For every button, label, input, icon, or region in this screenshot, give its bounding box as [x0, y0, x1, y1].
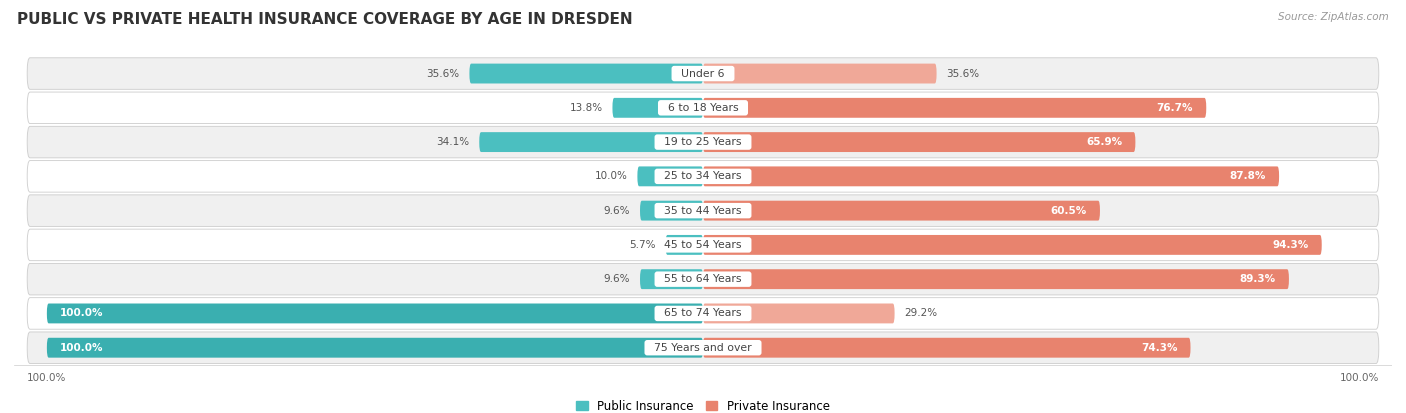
Text: 74.3%: 74.3%	[1140, 343, 1177, 353]
FancyBboxPatch shape	[479, 132, 703, 152]
Text: 89.3%: 89.3%	[1240, 274, 1275, 284]
FancyBboxPatch shape	[613, 98, 703, 118]
Text: 35.6%: 35.6%	[946, 69, 980, 78]
FancyBboxPatch shape	[637, 166, 703, 186]
FancyBboxPatch shape	[27, 229, 1379, 261]
FancyBboxPatch shape	[703, 338, 1191, 358]
Text: 9.6%: 9.6%	[603, 206, 630, 216]
Text: 55 to 64 Years: 55 to 64 Years	[657, 274, 749, 284]
Text: 100.0%: 100.0%	[1340, 373, 1379, 383]
FancyBboxPatch shape	[27, 195, 1379, 226]
FancyBboxPatch shape	[640, 201, 703, 221]
FancyBboxPatch shape	[470, 64, 703, 83]
FancyBboxPatch shape	[703, 166, 1279, 186]
Text: 6 to 18 Years: 6 to 18 Years	[661, 103, 745, 113]
Text: 65 to 74 Years: 65 to 74 Years	[657, 309, 749, 318]
Text: 100.0%: 100.0%	[60, 343, 104, 353]
FancyBboxPatch shape	[703, 304, 894, 323]
Text: Under 6: Under 6	[675, 69, 731, 78]
FancyBboxPatch shape	[27, 92, 1379, 123]
FancyBboxPatch shape	[703, 269, 1289, 289]
Text: 34.1%: 34.1%	[436, 137, 470, 147]
Text: 5.7%: 5.7%	[630, 240, 655, 250]
Text: Source: ZipAtlas.com: Source: ZipAtlas.com	[1278, 12, 1389, 22]
FancyBboxPatch shape	[703, 98, 1206, 118]
FancyBboxPatch shape	[640, 269, 703, 289]
FancyBboxPatch shape	[27, 263, 1379, 295]
FancyBboxPatch shape	[27, 126, 1379, 158]
Text: 100.0%: 100.0%	[60, 309, 104, 318]
FancyBboxPatch shape	[46, 304, 703, 323]
Text: 29.2%: 29.2%	[904, 309, 938, 318]
Legend: Public Insurance, Private Insurance: Public Insurance, Private Insurance	[571, 395, 835, 413]
Text: PUBLIC VS PRIVATE HEALTH INSURANCE COVERAGE BY AGE IN DRESDEN: PUBLIC VS PRIVATE HEALTH INSURANCE COVER…	[17, 12, 633, 27]
FancyBboxPatch shape	[703, 132, 1136, 152]
Text: 76.7%: 76.7%	[1157, 103, 1194, 113]
FancyBboxPatch shape	[665, 235, 703, 255]
Text: 87.8%: 87.8%	[1230, 171, 1265, 181]
FancyBboxPatch shape	[27, 298, 1379, 329]
FancyBboxPatch shape	[27, 332, 1379, 363]
Text: 94.3%: 94.3%	[1272, 240, 1309, 250]
Text: 60.5%: 60.5%	[1050, 206, 1087, 216]
Text: 100.0%: 100.0%	[27, 373, 66, 383]
Text: 10.0%: 10.0%	[595, 171, 627, 181]
Text: 9.6%: 9.6%	[603, 274, 630, 284]
FancyBboxPatch shape	[703, 64, 936, 83]
Text: 65.9%: 65.9%	[1087, 137, 1122, 147]
Text: 75 Years and over: 75 Years and over	[647, 343, 759, 353]
Text: 35 to 44 Years: 35 to 44 Years	[657, 206, 749, 216]
Text: 45 to 54 Years: 45 to 54 Years	[657, 240, 749, 250]
FancyBboxPatch shape	[703, 235, 1322, 255]
FancyBboxPatch shape	[27, 58, 1379, 89]
FancyBboxPatch shape	[27, 161, 1379, 192]
Text: 25 to 34 Years: 25 to 34 Years	[657, 171, 749, 181]
FancyBboxPatch shape	[703, 201, 1099, 221]
FancyBboxPatch shape	[46, 338, 703, 358]
Text: 13.8%: 13.8%	[569, 103, 603, 113]
Text: 35.6%: 35.6%	[426, 69, 460, 78]
Text: 19 to 25 Years: 19 to 25 Years	[657, 137, 749, 147]
